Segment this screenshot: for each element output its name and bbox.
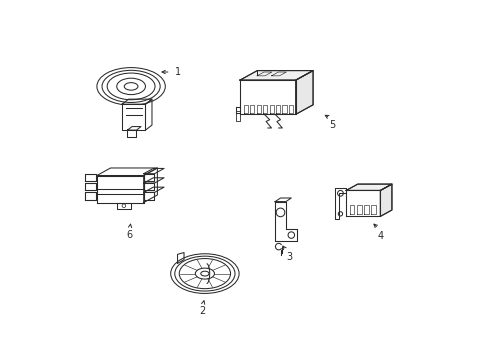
Polygon shape xyxy=(143,183,154,190)
Polygon shape xyxy=(127,130,136,136)
Text: 2: 2 xyxy=(199,306,205,316)
Polygon shape xyxy=(85,183,96,190)
Polygon shape xyxy=(275,202,296,241)
Polygon shape xyxy=(85,192,96,199)
Polygon shape xyxy=(143,174,154,181)
Text: 3: 3 xyxy=(285,252,292,262)
Polygon shape xyxy=(346,184,391,190)
Text: 6: 6 xyxy=(125,230,132,240)
Text: 4: 4 xyxy=(377,231,383,241)
Polygon shape xyxy=(240,80,295,114)
Polygon shape xyxy=(122,104,145,130)
Polygon shape xyxy=(97,176,143,202)
Polygon shape xyxy=(240,71,312,80)
Polygon shape xyxy=(85,174,96,181)
Polygon shape xyxy=(143,192,154,199)
Polygon shape xyxy=(380,184,391,216)
Polygon shape xyxy=(346,190,380,216)
Text: 5: 5 xyxy=(329,120,335,130)
Polygon shape xyxy=(295,71,312,114)
Text: 1: 1 xyxy=(175,67,181,77)
